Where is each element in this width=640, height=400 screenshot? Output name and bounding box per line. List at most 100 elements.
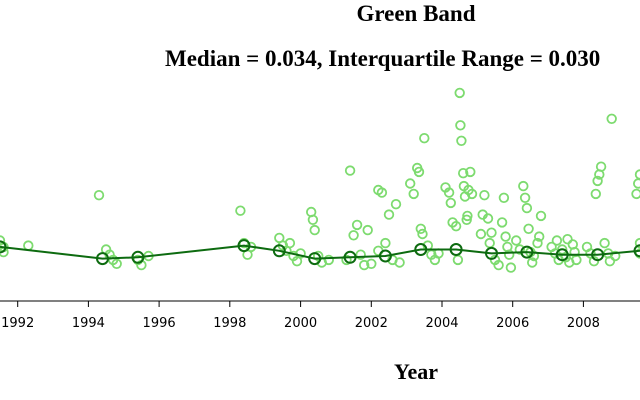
observation-point [634,237,640,249]
observation-point [359,259,370,271]
observation-point [405,178,416,189]
median-point [308,252,322,266]
x-tick-label: 1996 [143,316,176,331]
x-tick-label: 1998 [213,316,246,331]
x-tick-label: 2004 [425,316,458,331]
observation-point [351,219,363,231]
observation-point [355,249,366,260]
observation-point [500,231,511,242]
observation-point [348,230,359,241]
observation-point [93,189,105,201]
observation-point [458,167,469,179]
observation-point [452,254,464,266]
median-point [237,239,251,253]
observation-point [592,175,603,187]
median-series [0,239,640,266]
observation-point [588,256,600,267]
observation-point [344,165,356,176]
observation-point [504,249,515,260]
observation-point [505,262,517,273]
observation-point [518,180,529,192]
observation-point [23,240,34,251]
chart-title: Green Band [356,1,475,26]
x-tick-label: 2002 [355,316,388,331]
observation-point [631,188,640,200]
median-point [485,246,498,260]
observation-point [366,258,377,270]
observation-point [514,244,526,255]
observation-point [445,197,457,209]
x-tick-label: 1994 [72,316,105,331]
observation-point [235,205,246,216]
observation-point [551,235,563,246]
observation-point [309,224,320,236]
observation-point [454,87,465,99]
observation-point [511,235,522,246]
observation-point [595,161,607,172]
median-point [0,240,7,254]
observation-point [521,202,533,214]
observation-point [599,237,610,249]
observation-point [519,192,531,204]
observation-point [415,223,427,235]
observation-point [341,254,352,266]
x-tick-label: 2006 [496,316,529,331]
observation-point [307,214,319,226]
median-point [520,245,534,259]
observation-point [482,213,494,224]
observation-point [633,178,640,189]
observation-point [323,254,335,266]
x-tick-label: 2000 [284,316,317,331]
observation-point [523,223,534,235]
observation-point [606,113,617,125]
observation-point [362,224,373,236]
observation-point [479,189,490,201]
observation-point [450,220,462,232]
observation-point [527,257,538,268]
observation-point [383,209,395,220]
observation-point [419,132,430,144]
observation-point [111,258,122,270]
median-point [96,252,109,266]
observation-point [486,227,497,238]
observation-point [534,231,545,242]
observation-point [295,248,306,259]
observation-point [604,256,616,267]
observation-point [465,166,476,178]
x-tick-label: 2008 [567,316,600,331]
observation-point [284,237,296,249]
chart-subtitle: Median = 0.034, Interquartile Range = 0.… [165,46,600,71]
observation-point [484,237,495,249]
observation-point [466,188,478,200]
x-tick-label: 1992 [1,316,34,331]
median-point [414,243,428,256]
median-point [343,250,357,264]
observation-point [590,188,602,200]
observation-point [443,187,455,198]
observation-point [408,188,419,200]
observation-point [462,210,473,222]
x-axis: 1992 1994 1996 1998 2000 2002 2004 2006 2008 [0,300,640,331]
median-point [555,248,569,262]
median-point [272,244,286,258]
observation-point [456,135,467,147]
observation-point [417,228,428,240]
observation-point [394,257,405,268]
observation-point [610,250,621,262]
observation-point [535,210,547,222]
observation-point [413,166,425,178]
observation-point [498,192,510,204]
observation-point [390,198,402,210]
x-axis-label: Year [394,359,438,384]
median-line [0,244,640,260]
observation-point [475,228,487,240]
median-point [378,249,392,263]
observation-point [493,259,504,271]
observation-point [0,235,6,246]
observation-point [455,120,466,131]
observation-point [461,214,472,226]
observation-point [496,217,508,228]
observation-points [0,87,640,273]
median-point [633,244,640,258]
